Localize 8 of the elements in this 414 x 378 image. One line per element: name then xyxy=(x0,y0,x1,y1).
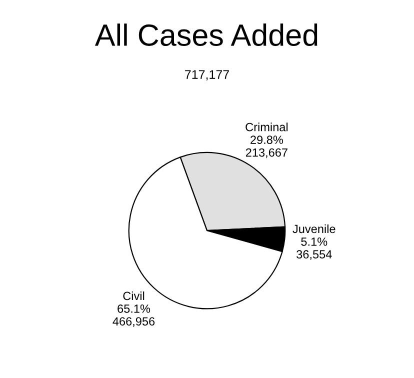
slice-label: Civil xyxy=(123,291,144,300)
data-label: 65.1% 466,956 xyxy=(112,304,155,327)
slice-label: Juvenile xyxy=(292,224,336,234)
slice-label: Criminal xyxy=(246,122,288,132)
chart-title: All Cases Added xyxy=(94,24,318,46)
data-label: 5.1% 36,554 xyxy=(296,238,332,260)
data-label: 29.8% 213,667 xyxy=(246,136,288,158)
chart-subtitle: 717,177 xyxy=(185,70,229,80)
